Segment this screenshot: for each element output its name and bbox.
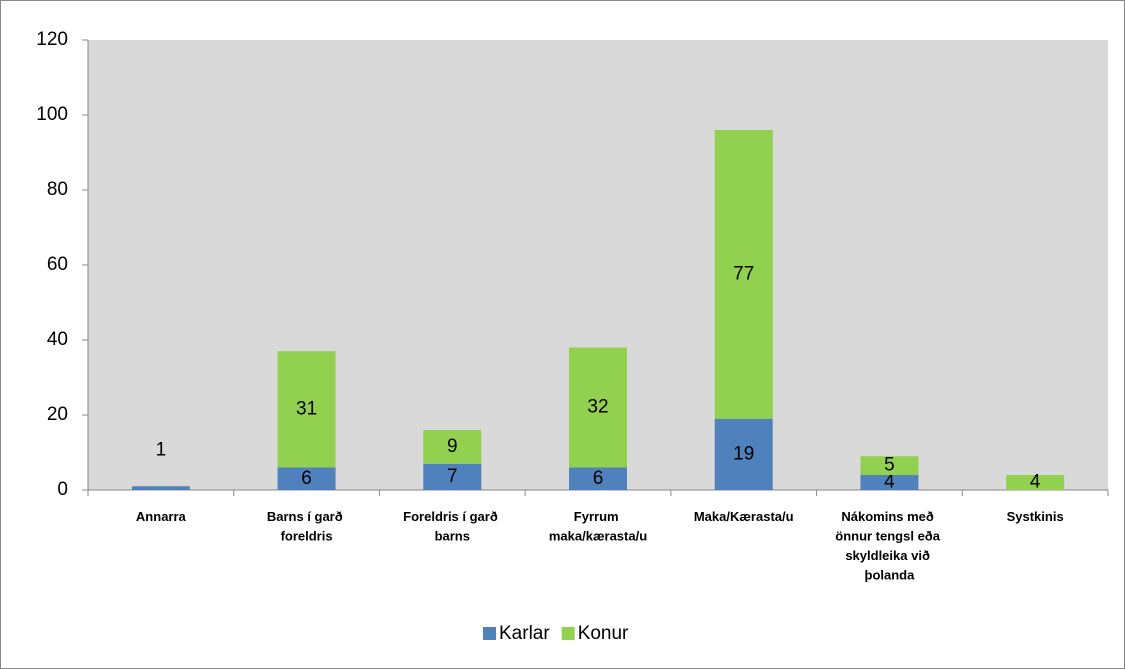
x-tick-label: Maka/Kærasta/u — [694, 509, 794, 524]
x-tick-line: skyldleika við — [845, 548, 933, 563]
bar-segment — [1006, 475, 1065, 490]
data-label: 4 — [1030, 472, 1041, 493]
x-tick-label: Barns í garð foreldris — [267, 509, 346, 544]
legend-label: Karlar — [499, 623, 550, 644]
y-tick-label: 80 — [47, 179, 68, 200]
x-tick-line: Annarra — [136, 509, 187, 524]
bar-segment — [714, 130, 773, 419]
bar-segment — [423, 430, 482, 464]
y-tick-label: 20 — [47, 404, 68, 425]
data-label: 9 — [447, 436, 458, 457]
data-label: 1 — [156, 439, 167, 460]
bar-segment — [131, 486, 190, 490]
bar-segment — [860, 456, 919, 475]
data-label: 6 — [301, 468, 312, 489]
y-tick-label: 0 — [57, 479, 68, 500]
bar-segment — [277, 351, 336, 468]
x-tick-line: foreldris — [281, 529, 333, 544]
bar-segment — [714, 418, 773, 490]
x-tick-line: maka/kærasta/u — [549, 529, 647, 544]
data-label: 19 — [733, 443, 754, 464]
bar-segment — [860, 475, 919, 490]
data-label: 77 — [733, 263, 754, 284]
x-tick-line: Systkinis — [1007, 509, 1064, 524]
x-tick-line: Nákomins með — [841, 509, 937, 524]
y-tick-label: 120 — [36, 29, 68, 50]
y-tick-label: 60 — [47, 254, 68, 275]
x-tick-line: önnur tengsl eða — [835, 529, 943, 544]
bar-segment — [423, 463, 482, 490]
x-tick-line: þolanda — [865, 568, 916, 583]
y-tick-label: 100 — [36, 104, 68, 125]
x-tick-label: Annarra — [136, 509, 187, 524]
bar-segment — [277, 467, 336, 490]
x-tick-line: Fyrrum — [574, 509, 622, 524]
x-tick-line: Barns í garð — [267, 509, 346, 524]
x-tick-line: Foreldris í garð — [403, 509, 501, 524]
x-tick-label: Foreldris í garð barns — [403, 509, 501, 544]
legend-swatch — [483, 627, 496, 640]
legend-swatch — [561, 627, 575, 640]
data-label: 31 — [296, 398, 317, 419]
data-label: 6 — [593, 468, 604, 489]
data-label: 5 — [884, 455, 895, 476]
data-label: 4 — [884, 472, 895, 493]
x-tick-label: Systkinis — [1007, 509, 1064, 524]
bar-segment — [569, 467, 627, 490]
x-tick-label: Nákomins með önnur tengsl eða skyldleika… — [835, 509, 943, 583]
x-tick-line: barns — [435, 529, 470, 544]
x-tick-line: Maka/Kærasta/u — [694, 509, 794, 524]
x-tick-label: Fyrrum maka/kærasta/u — [549, 509, 647, 544]
data-label: 32 — [587, 397, 608, 418]
bar-segment — [569, 347, 627, 468]
data-label: 7 — [447, 466, 458, 487]
y-tick-label: 40 — [47, 329, 68, 350]
legend-label: Konur — [578, 623, 629, 644]
